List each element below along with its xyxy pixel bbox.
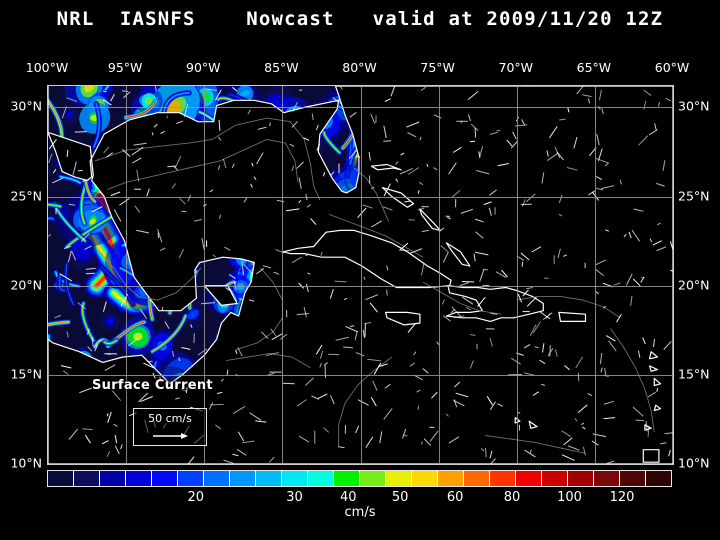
lon-tick-65W: 65°W [576,60,612,75]
gridline-vertical [360,86,362,464]
gridline-vertical [126,86,128,464]
colorbar-swatch-11 [334,471,360,486]
colorbar-swatch-17 [490,471,516,486]
surface-current-label: Surface Current [92,378,213,393]
arrow-right-icon [153,433,188,439]
gridline-vertical [438,86,440,464]
gridline-horizontal [48,196,673,198]
colorbar-tick-30: 30 [286,490,303,505]
colorbar-swatch-14 [412,471,438,486]
colorbar-tick-100: 100 [557,490,582,505]
colorbar-swatch-1 [74,471,100,486]
colorbar-swatch-21 [594,471,620,486]
colorbar-swatch-5 [178,471,204,486]
gridline-horizontal [48,374,673,376]
colorbar-swatch-22 [620,471,646,486]
colorbar-swatch-6 [204,471,230,486]
colorbar-swatch-2 [100,471,126,486]
colorbar-swatch-4 [152,471,178,486]
lat-tick-right-15N: 15°N [678,366,710,382]
lon-tick-80W: 80°W [342,60,377,75]
lat-tick-right-25N: 25°N [678,188,710,204]
map-panel[interactable] [47,85,674,465]
lat-tick-left-10N: 10°N [10,455,42,471]
colorbar-swatch-12 [360,471,386,486]
colorbar-swatch-19 [542,471,568,486]
colorbar-swatch-3 [126,471,152,486]
gridline-horizontal [48,285,673,287]
colorbar-swatch-9 [282,471,308,486]
colorbar-tick-120: 120 [609,490,635,505]
lon-tick-95W: 95°W [107,60,143,75]
colorbar-swatch-20 [568,471,594,486]
lat-tick-left-25N: 25°N [10,188,42,204]
colorbar-tick-80: 80 [503,490,521,505]
lat-tick-left-20N: 20°N [10,277,42,293]
gridline-vertical [594,86,596,464]
gridline-vertical [516,86,518,464]
colorbar-swatch-7 [230,471,256,486]
colorbar-swatch-16 [464,471,490,486]
colorbar-swatch-18 [516,471,542,486]
lon-tick-70W: 70°W [498,60,534,75]
lat-tick-right-20N: 20°N [678,277,710,293]
colorbar-tick-20: 20 [187,490,205,505]
lon-tick-90W: 90°W [185,60,221,75]
colorbar-swatch-23 [646,471,671,486]
scale-arrow-legend: 50 cm/s [133,408,207,446]
page-title: NRL IASNFS Nowcast valid at 2009/11/20 1… [56,8,664,30]
colorbar-tick-40: 40 [339,490,357,505]
scale-arrow-value: 50 cm/s [148,412,192,425]
colorbar-unit-label: cm/s [344,505,376,520]
lat-tick-left-30N: 30°N [10,98,42,114]
lon-tick-100W: 100°W [25,60,69,75]
lat-tick-left-15N: 15°N [10,366,42,382]
colorbar-swatch-0 [48,471,74,486]
colorbar-swatch-8 [256,471,282,486]
colorbar-swatch-13 [386,471,412,486]
gridline-horizontal [48,107,673,109]
gridline-vertical [282,86,284,464]
lat-tick-right-10N: 10°N [678,455,710,471]
colorbar[interactable] [47,470,672,487]
lat-tick-right-30N: 30°N [678,98,710,114]
gridline-vertical [204,86,206,464]
colorbar-tick-60: 60 [446,490,464,505]
lon-tick-85W: 85°W [264,60,299,75]
colorbar-swatch-15 [438,471,464,486]
lon-tick-60W: 60°W [654,60,690,75]
colorbar-swatch-10 [308,471,334,486]
lon-tick-75W: 75°W [420,60,455,75]
colorbar-tick-50: 50 [391,490,409,505]
